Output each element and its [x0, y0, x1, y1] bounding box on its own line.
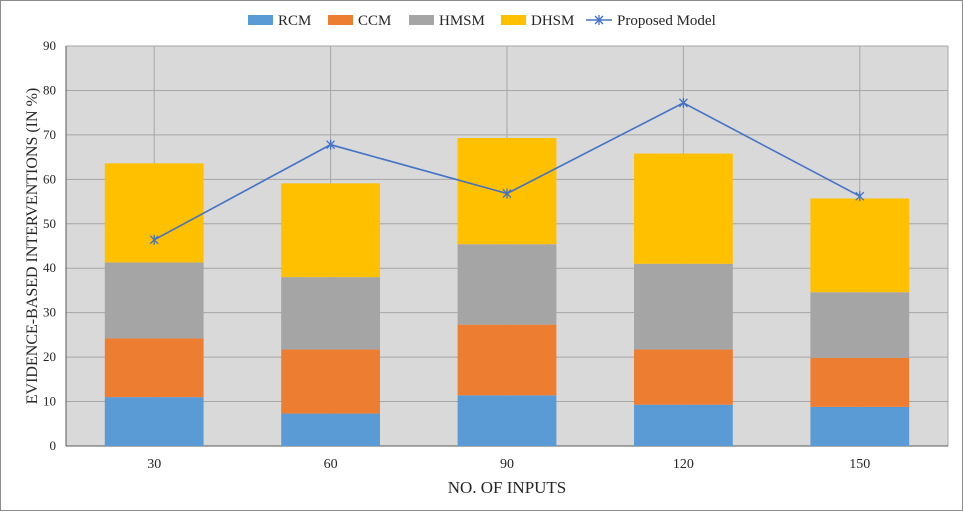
- bar-hmsm-90: [457, 244, 557, 325]
- y-tick-label: 50: [43, 216, 56, 231]
- legend-swatch-ccm: [328, 15, 353, 25]
- y-tick-label: 30: [43, 305, 56, 320]
- y-tick-label: 60: [43, 171, 56, 186]
- proposed-model-point-90: [502, 188, 512, 199]
- legend-label-hmsm: HMSM: [439, 13, 485, 29]
- x-tick-label: 150: [849, 457, 870, 472]
- bar-ccm-30: [104, 338, 204, 398]
- proposed-model-line-layer: [149, 97, 865, 245]
- bars: [104, 138, 910, 446]
- bar-hmsm-120: [634, 263, 733, 350]
- bar-ccm-150: [810, 358, 910, 407]
- proposed-model-point-150: [855, 191, 865, 202]
- x-axis-ticks: 30 60 90 120 150: [147, 457, 870, 472]
- bar-rcm-60: [281, 413, 380, 446]
- legend-label-proposed-model: Proposed Model: [617, 13, 716, 29]
- x-axis-label: NO. OF INPUTS: [448, 478, 567, 497]
- y-tick-label: 0: [50, 438, 57, 453]
- bar-dhsm-150: [810, 198, 910, 293]
- bar-dhsm-120: [634, 153, 733, 264]
- x-tick-label: 120: [673, 457, 694, 472]
- proposed-model-point-120: [678, 97, 688, 108]
- y-tick-label: 40: [43, 260, 56, 275]
- bar-rcm-90: [457, 395, 557, 446]
- proposed-model-point-60: [326, 139, 336, 150]
- legend-marker-proposed-model: [594, 15, 604, 25]
- x-tick-label: 60: [324, 457, 338, 472]
- bar-hmsm-60: [281, 277, 380, 350]
- y-tick-label: 10: [43, 394, 56, 409]
- bar-dhsm-60: [281, 183, 380, 278]
- legend-label-rcm: RCM: [278, 13, 311, 29]
- bar-dhsm-30: [104, 163, 204, 263]
- legend-swatch-dhsm: [501, 15, 526, 25]
- bar-rcm-30: [104, 397, 204, 446]
- y-axis-label: EVIDENCE-BASED INTERVENTIONS (IN %): [24, 88, 41, 404]
- legend-swatch-rcm: [248, 15, 273, 25]
- x-tick-label: 30: [147, 457, 161, 472]
- bar-ccm-120: [634, 349, 733, 405]
- y-tick-label: 80: [43, 82, 56, 97]
- bar-rcm-150: [810, 406, 910, 446]
- proposed-model-point-30: [149, 234, 159, 245]
- bar-hmsm-150: [810, 292, 910, 358]
- legend-label-dhsm: DHSM: [531, 13, 574, 29]
- y-tick-label: 20: [43, 349, 56, 364]
- bar-ccm-90: [457, 324, 557, 396]
- x-tick-label: 90: [500, 457, 514, 472]
- legend: RCM CCM HMSM DHSM Proposed Model: [248, 13, 716, 29]
- y-axis-ticks: 0 10 20 30 40 50 60 70 80 90: [43, 38, 56, 453]
- bar-ccm-60: [281, 349, 380, 414]
- legend-swatch-hmsm: [409, 15, 434, 25]
- y-tick-label: 90: [43, 38, 56, 53]
- y-tick-label: 70: [43, 127, 56, 142]
- bar-hmsm-30: [104, 262, 204, 339]
- legend-label-ccm: CCM: [358, 13, 391, 29]
- bar-rcm-120: [634, 404, 733, 446]
